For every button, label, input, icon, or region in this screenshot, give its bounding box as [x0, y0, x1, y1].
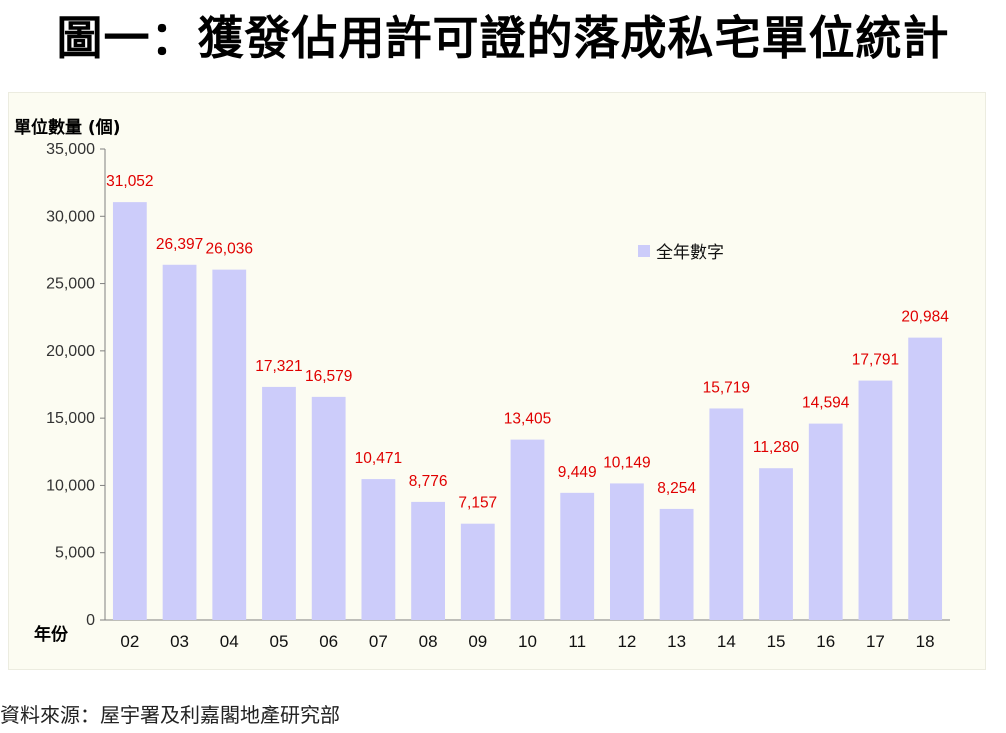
- x-tick-label: 04: [220, 632, 239, 651]
- x-tick-label: 12: [617, 632, 636, 651]
- bar-17: [858, 380, 893, 620]
- bar-11: [560, 492, 595, 620]
- data-label: 11,280: [753, 439, 800, 456]
- bar-12: [610, 483, 644, 620]
- bar-18: [908, 337, 943, 620]
- bars: [112, 202, 943, 621]
- bar-13: [659, 508, 694, 620]
- data-label: 17,321: [255, 358, 302, 375]
- x-tick-label: 13: [667, 632, 686, 651]
- bar-03: [162, 264, 197, 620]
- source-note: 資料來源：屋宇署及利嘉閣地產研究部: [0, 703, 340, 727]
- bar-07: [361, 479, 396, 620]
- data-label: 14,594: [802, 395, 850, 412]
- x-tick-label: 17: [866, 632, 885, 651]
- y-tick-label: 0: [86, 612, 95, 629]
- x-tick-label: 16: [816, 632, 835, 651]
- data-label: 15,719: [703, 379, 750, 396]
- data-label: 17,791: [852, 352, 899, 369]
- bar-15: [759, 468, 793, 620]
- x-tick-label: 03: [170, 632, 189, 651]
- data-label: 20,984: [901, 309, 949, 326]
- x-tick-label: 10: [518, 632, 537, 651]
- data-label: 9,449: [558, 464, 597, 481]
- x-tick-label: 05: [270, 632, 289, 651]
- x-tick-label: 06: [319, 632, 338, 651]
- y-tick-label: 5,000: [55, 545, 95, 562]
- x-ticks: 02 03 04 05 06 07 08 09 10 11 12 13 14 15 16 17 18: [120, 632, 934, 651]
- y-axis-label: 單位數量 (個): [14, 117, 120, 138]
- x-tick-label: 15: [767, 632, 786, 651]
- bar-08: [411, 501, 445, 620]
- bar-10: [510, 439, 545, 620]
- x-tick-label: 09: [468, 632, 487, 651]
- x-tick-label: 11: [568, 632, 586, 651]
- legend-label: 全年數字: [656, 243, 724, 263]
- y-tick-label: 35,000: [46, 141, 95, 158]
- bar-04: [212, 269, 247, 620]
- y-tick-label: 25,000: [46, 276, 95, 293]
- data-label: 8,776: [409, 473, 448, 490]
- bar-14: [709, 408, 744, 620]
- x-tick-label: 14: [717, 632, 736, 651]
- data-label: 26,397: [156, 236, 203, 253]
- legend: 全年數字: [638, 243, 724, 263]
- x-tick-label: 07: [369, 632, 388, 651]
- x-axis-label: 年份: [34, 624, 69, 645]
- y-tick-label: 15,000: [46, 410, 95, 427]
- x-tick-label: 08: [419, 632, 438, 651]
- data-label: 13,405: [504, 411, 551, 428]
- data-label: 10,471: [355, 450, 402, 467]
- y-ticks: 0 5,000 10,000 15,000 20,000 25,000 30,000 35,0…: [46, 141, 105, 629]
- data-label: 16,579: [305, 368, 352, 385]
- y-tick-label: 10,000: [46, 477, 95, 494]
- bar-06: [311, 396, 346, 620]
- bar-05: [262, 386, 296, 620]
- data-label: 26,036: [206, 241, 253, 258]
- page-title: 圖一：獲發佔用許可證的落成私宅單位統計: [56, 11, 950, 65]
- legend-swatch: [638, 245, 650, 257]
- x-tick-label: 18: [916, 632, 935, 651]
- data-label: 10,149: [603, 454, 650, 471]
- y-tick-label: 20,000: [46, 343, 95, 360]
- bar-16: [808, 423, 843, 620]
- data-label: 7,157: [458, 495, 497, 512]
- bar-02: [112, 202, 147, 621]
- bar-09: [460, 523, 495, 620]
- data-label: 8,254: [657, 480, 696, 497]
- y-tick-label: 30,000: [46, 208, 95, 225]
- data-label: 31,052: [106, 173, 153, 190]
- x-tick-label: 02: [120, 632, 139, 651]
